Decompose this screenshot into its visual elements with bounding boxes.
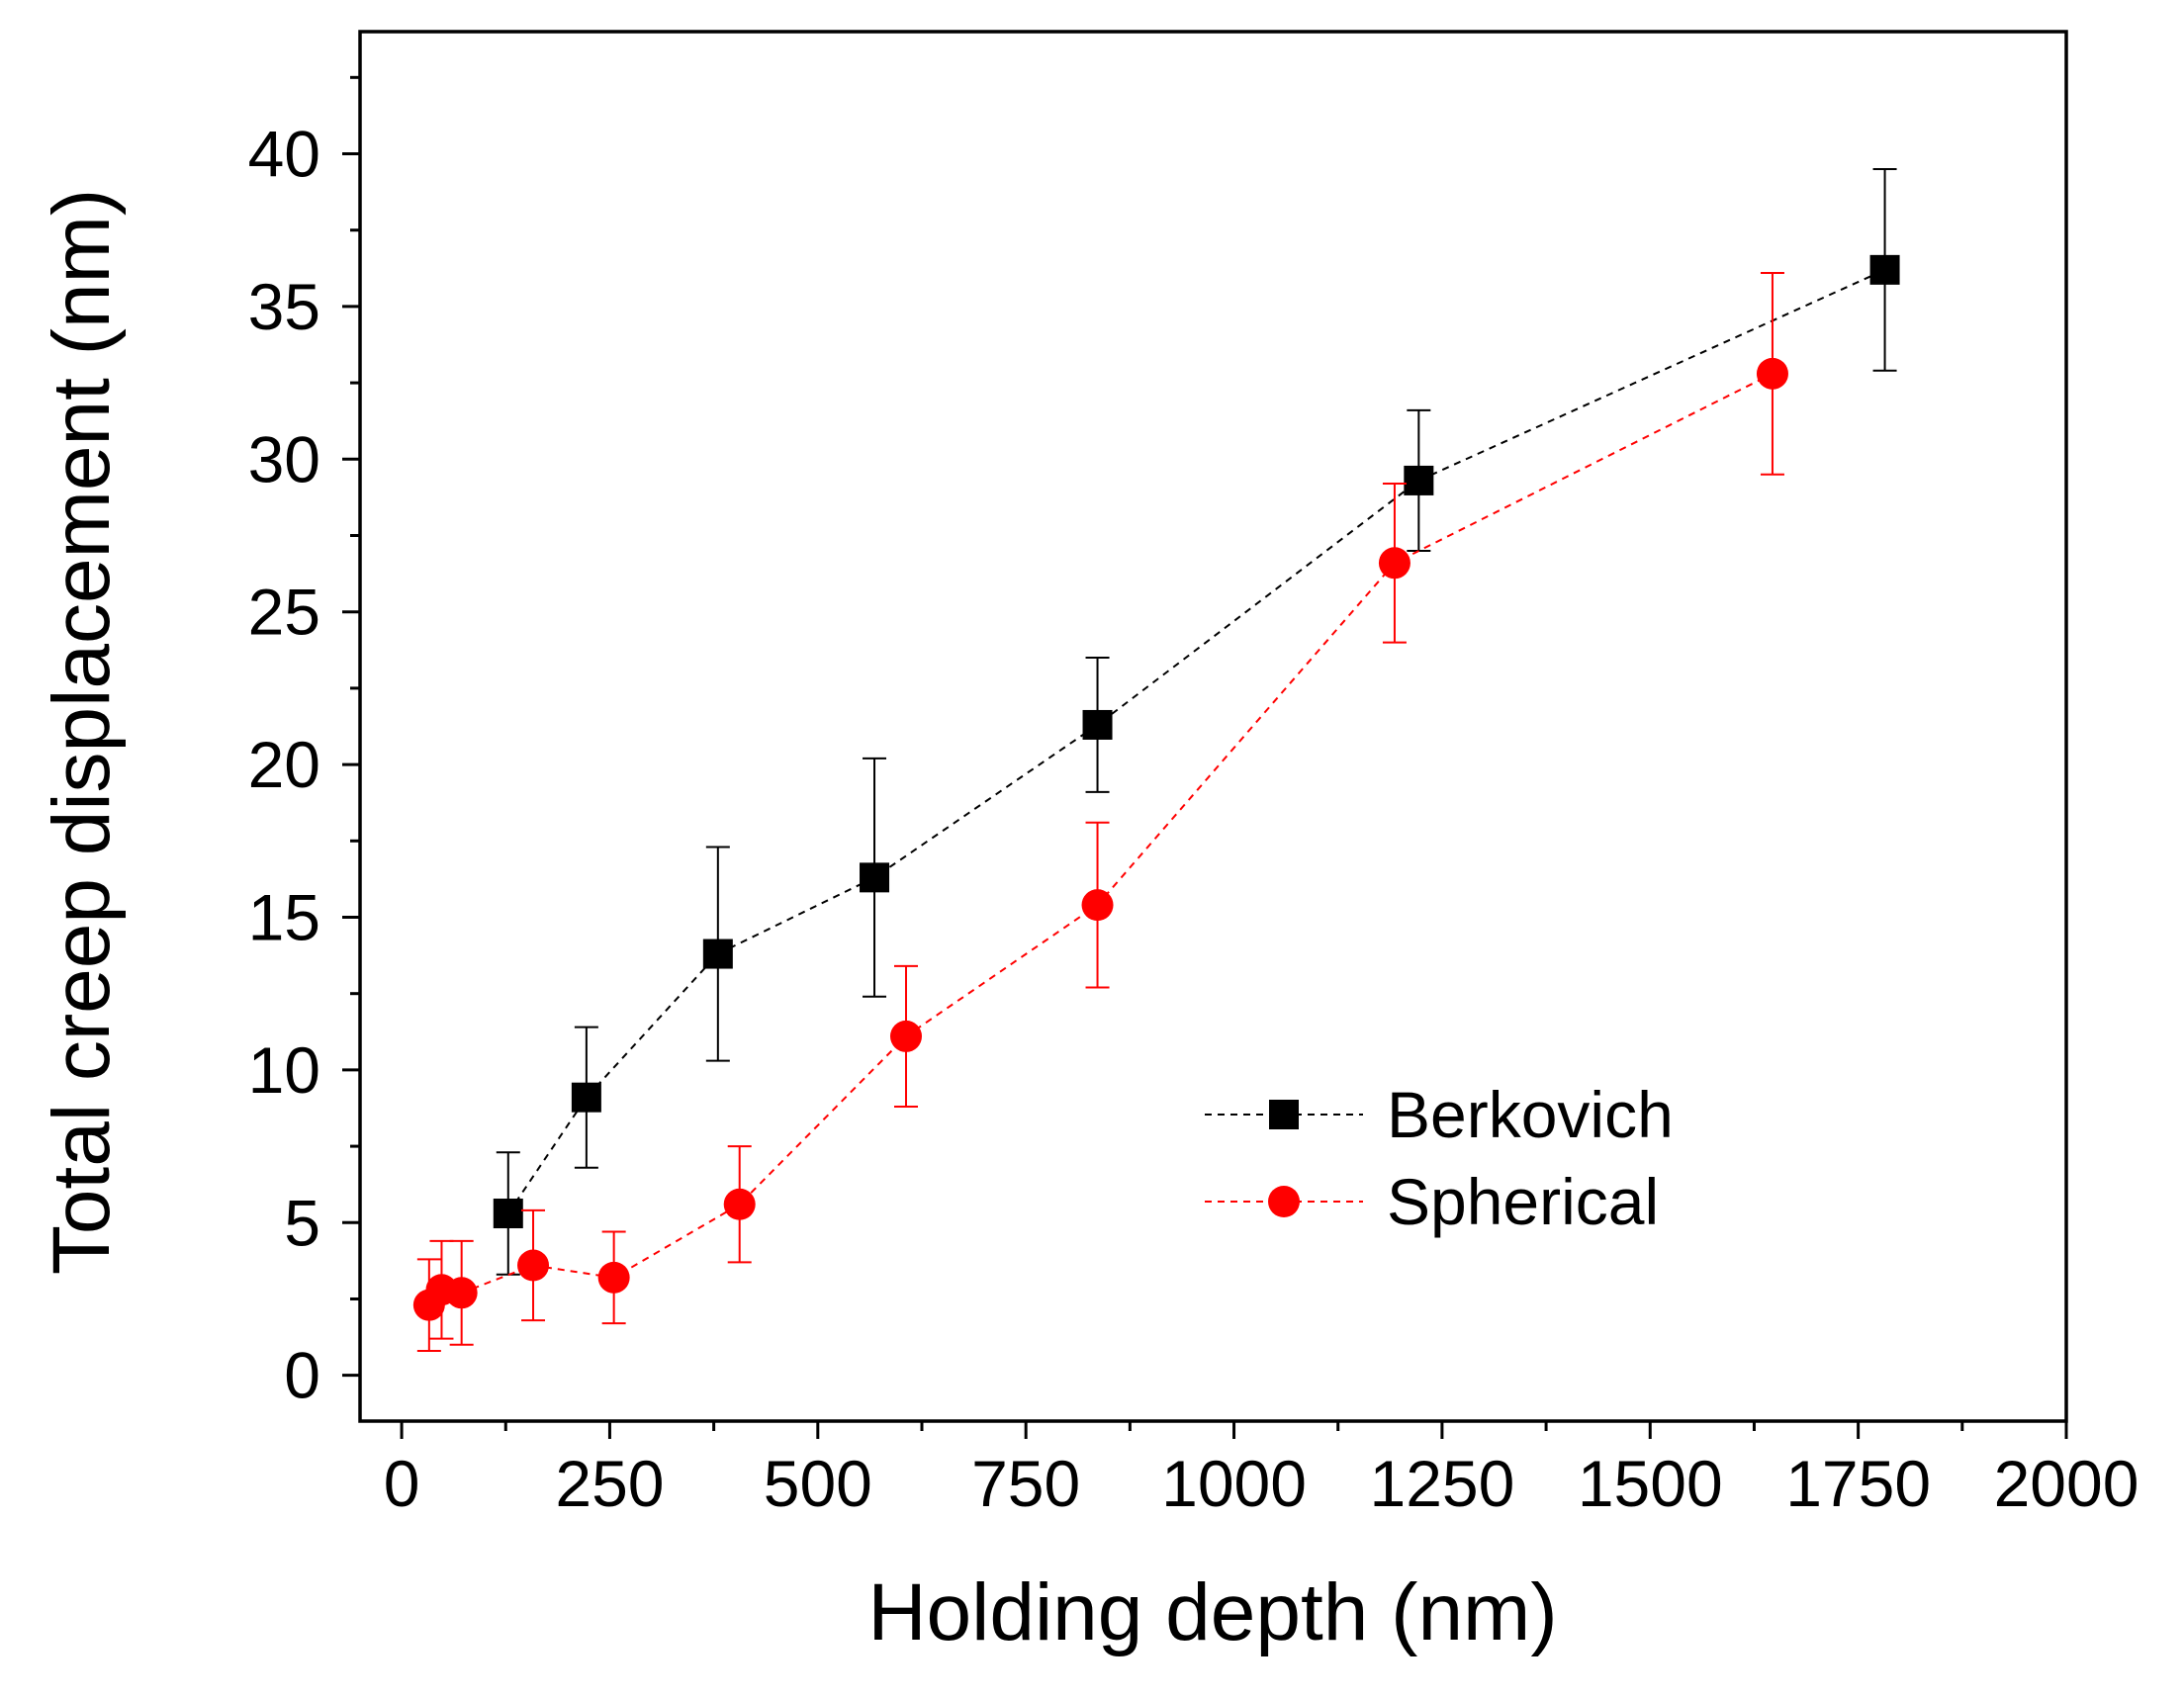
spherical-point — [445, 1277, 478, 1309]
plot-series — [412, 167, 1900, 1352]
spherical-point — [597, 1261, 630, 1294]
spherical-point — [723, 1188, 756, 1220]
x-tick-label: 1000 — [1161, 1447, 1307, 1520]
y-tick-label: 35 — [248, 270, 320, 343]
berkovich-point — [860, 862, 890, 893]
y-tick-label: 30 — [248, 422, 320, 495]
spherical-point — [1378, 547, 1410, 580]
x-tick-label: 1500 — [1578, 1447, 1723, 1520]
legend-berkovich-label: Berkovich — [1387, 1078, 1674, 1151]
y-tick-label: 10 — [248, 1033, 320, 1107]
x-tick-label: 500 — [764, 1447, 872, 1520]
berkovich-point — [493, 1199, 523, 1229]
x-tick-label: 0 — [384, 1447, 420, 1520]
legend: Berkovich Spherical — [1205, 1078, 1674, 1238]
legend-spherical-label: Spherical — [1387, 1165, 1659, 1238]
x-tick-label: 1750 — [1785, 1447, 1931, 1520]
y-tick-label: 15 — [248, 880, 320, 953]
spherical-point — [517, 1249, 550, 1282]
x-tick-label: 250 — [555, 1447, 664, 1520]
berkovich-point — [702, 939, 733, 969]
y-tick-label: 40 — [248, 118, 320, 191]
legend-berkovich-marker — [1269, 1100, 1299, 1129]
spherical-point — [1081, 889, 1114, 922]
berkovich-point — [571, 1082, 601, 1113]
berkovich-line — [506, 268, 1886, 1214]
x-tick-label: 750 — [971, 1447, 1080, 1520]
berkovich-point — [1869, 254, 1900, 285]
y-axis-ticks: 0 5 10 15 20 25 30 35 40 — [248, 75, 360, 1412]
y-tick-label: 25 — [248, 576, 320, 649]
x-tick-label: 1250 — [1369, 1447, 1514, 1520]
spherical-point — [890, 1020, 922, 1052]
berkovich-point — [1404, 465, 1434, 495]
y-axis-title: Total creep displacement (nm) — [37, 189, 127, 1275]
x-axis-title: Holding depth (nm) — [867, 1567, 1557, 1657]
plot-frame — [358, 30, 2068, 1423]
y-tick-label: 20 — [248, 728, 320, 801]
x-tick-label: 2000 — [1994, 1447, 2139, 1520]
legend-spherical-marker — [1268, 1186, 1300, 1217]
y-tick-label: 5 — [284, 1186, 320, 1259]
berkovich-point — [1082, 709, 1113, 740]
spherical-point — [1756, 357, 1788, 390]
x-axis-ticks: 0 250 500 750 1000 1250 1500 1750 2000 — [384, 1421, 2139, 1520]
y-tick-label: 0 — [284, 1339, 320, 1412]
